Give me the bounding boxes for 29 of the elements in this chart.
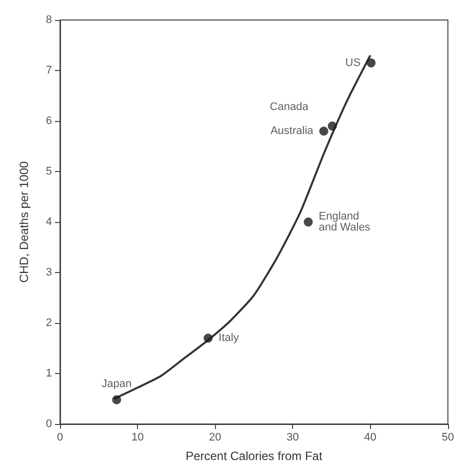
y-tick-label: 8 [46,14,52,26]
y-tick-label: 5 [46,166,52,178]
data-label: US [345,56,361,69]
y-tick-label: 3 [46,266,52,278]
data-label: England and Wales [318,210,371,234]
y-tick-label: 1 [46,368,52,380]
y-axis-title: CHD, Deaths per 1000 [17,160,31,283]
point [319,126,328,136]
data-label: Italy [218,332,240,344]
point [112,395,122,404]
data-label: Japan [102,378,132,390]
y-tick-label: 6 [46,115,52,127]
x-axis-title: Percent Calories from Fat [186,449,323,463]
point [366,58,376,68]
x-tick-label: 30 [286,432,299,444]
data-label: Canada [270,101,310,114]
y-tick-label: 7 [46,64,52,76]
data-label: Australia [270,125,314,138]
x-tick-label: 20 [209,432,222,444]
y-tick-label: 4 [46,216,52,228]
x-tick-label: 40 [364,432,376,444]
point [304,218,313,226]
x-tick-label: 0 [56,432,64,444]
point [328,122,337,131]
y-tick-label: 2 [46,317,52,329]
point [204,334,213,343]
x-tick-label: 10 [131,432,144,444]
y-tick-label: 0 [46,418,52,430]
x-tick-label: 50 [442,432,454,444]
